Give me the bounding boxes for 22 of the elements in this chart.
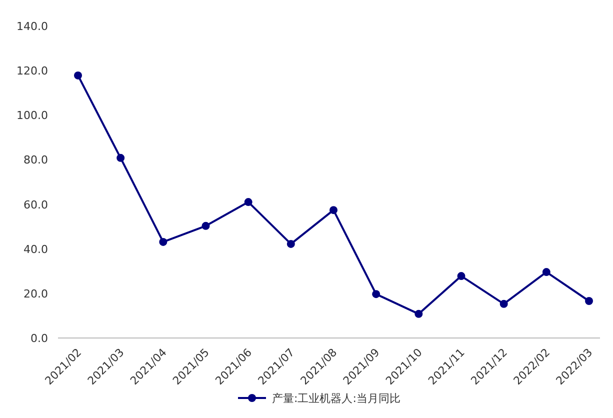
point	[202, 222, 210, 230]
point	[330, 206, 338, 214]
y-tick-label: 120.0	[16, 64, 48, 78]
point	[414, 310, 423, 318]
point	[244, 198, 252, 206]
y-tick-label: 0.0	[30, 332, 48, 345]
point	[585, 297, 593, 306]
y-tick-label: 40.0	[24, 242, 48, 256]
point	[542, 268, 550, 276]
point	[74, 71, 82, 80]
y-tick-label: 100.0	[16, 109, 48, 122]
y-tick-label: 20.0	[24, 287, 48, 300]
y-tick-label: 140.0	[16, 20, 48, 33]
point	[500, 300, 508, 308]
point	[372, 290, 380, 298]
point	[286, 240, 295, 248]
y-tick-label: 60.0	[24, 198, 48, 212]
point	[159, 238, 168, 246]
legend-label: 产量:工业机器人:当月同比	[272, 392, 400, 405]
point	[116, 154, 125, 162]
point	[457, 272, 466, 280]
y-tick-label: 80.0	[24, 154, 48, 167]
